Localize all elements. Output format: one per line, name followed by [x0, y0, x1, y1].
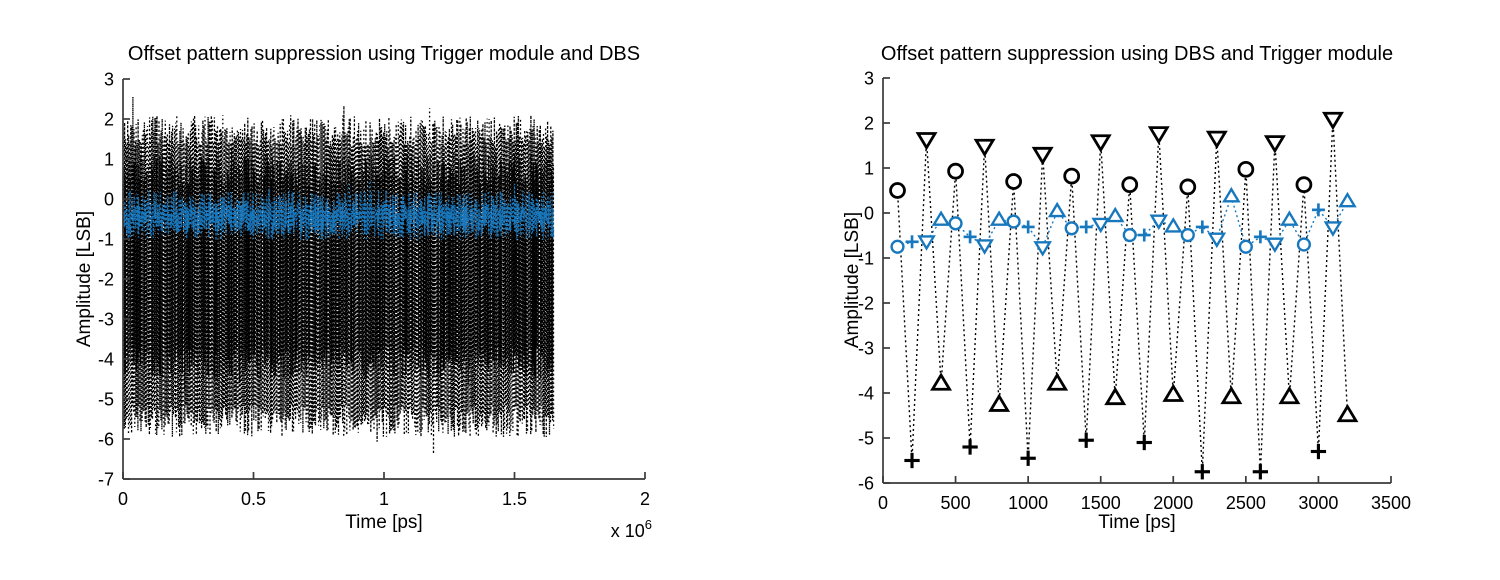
- marker-triangle-up: [1338, 191, 1357, 208]
- marker-circle: [1006, 214, 1021, 229]
- marker-triangle-up: [1046, 372, 1069, 391]
- y-tick-label: -1: [858, 249, 874, 269]
- marker-circle: [1296, 237, 1312, 252]
- x-tick-label: 1000: [1008, 493, 1048, 513]
- x-tick-label: 0: [118, 489, 128, 509]
- x-tick-label: 1500: [1081, 493, 1121, 513]
- marker-circle: [1063, 167, 1081, 185]
- marker-triangle-up: [988, 393, 1011, 412]
- marker-circle: [1180, 227, 1195, 243]
- x-tick-label: 2000: [1153, 493, 1193, 513]
- marker-triangle-up: [1047, 201, 1067, 218]
- y-tick-label: 1: [104, 150, 114, 170]
- x-tick-label: 2500: [1226, 493, 1266, 513]
- marker-triangle-up: [1162, 383, 1185, 402]
- y-tick-label: 3: [864, 69, 874, 89]
- y-tick-label: -3: [98, 310, 114, 330]
- marker-triangle-up: [931, 210, 951, 226]
- left-chart-title: Offset pattern suppression using Trigger…: [128, 43, 640, 65]
- y-tick-label: -1: [98, 230, 114, 250]
- marker-circle: [1122, 227, 1137, 243]
- marker-circle: [1179, 178, 1197, 196]
- x-tick-label: 1: [379, 489, 389, 509]
- marker-triangle-up: [1222, 186, 1241, 203]
- marker-triangle-up: [1163, 217, 1183, 233]
- marker-triangle-up: [989, 210, 1009, 226]
- marker-circle: [1064, 221, 1079, 236]
- y-tick-label: -5: [858, 429, 874, 449]
- marker-triangle-down: [1263, 135, 1286, 154]
- marker-circle: [947, 162, 964, 180]
- x-tick-label: 0.5: [241, 489, 266, 509]
- y-tick-label: 1: [864, 159, 874, 179]
- left-y-axis-label: Amplitude [LSB]: [74, 211, 95, 347]
- y-tick-label: -6: [98, 430, 114, 450]
- y-tick-label: -5: [98, 390, 114, 410]
- marker-triangle-up: [1105, 206, 1125, 223]
- y-tick-label: -4: [98, 350, 114, 370]
- marker-triangle-down: [915, 132, 938, 151]
- marker-triangle-down: [917, 235, 936, 251]
- y-tick-label: 3: [104, 70, 114, 90]
- x-tick-label: 3000: [1298, 493, 1338, 513]
- marker-triangle-down: [1323, 221, 1343, 237]
- y-tick-label: 0: [104, 190, 114, 210]
- marker-triangle-up: [930, 372, 953, 391]
- y-tick-label: -6: [858, 474, 874, 494]
- series-line: [122, 180, 555, 241]
- marker-triangle-down: [1031, 146, 1054, 166]
- left-chart: 0 0.5 1 1.5 2 3 2 1 0 -1 -2 -3 -4 -5 -6 -7: [98, 70, 650, 510]
- y-tick-label: -4: [858, 384, 874, 404]
- y-tick-label: 0: [864, 204, 874, 224]
- marker-circle: [1005, 173, 1023, 190]
- left-x-axis-label: Time [ps]: [345, 512, 422, 533]
- marker-triangle-down: [1089, 134, 1112, 153]
- right-chart-title: Offset pattern suppression using DBS and…: [881, 43, 1393, 65]
- marker-triangle-down: [1265, 237, 1285, 254]
- marker-circle: [890, 239, 905, 254]
- marker-circle: [1295, 176, 1313, 194]
- y-tick-label: -2: [858, 294, 874, 314]
- marker-circle: [1238, 239, 1253, 254]
- marker-triangle-up: [1220, 385, 1243, 405]
- marker-triangle-down: [1149, 214, 1169, 231]
- marker-triangle-down: [975, 239, 994, 255]
- marker-circle: [1121, 176, 1139, 194]
- series-line: [122, 96, 555, 455]
- x-tick-label: 2: [640, 489, 650, 509]
- y-tick-label: -7: [98, 470, 114, 490]
- right-y-axis-label: Amplitude [LSB]: [842, 212, 863, 348]
- y-tick-label: 2: [864, 114, 874, 134]
- marker-triangle-down: [1091, 217, 1111, 234]
- marker-triangle-up: [1336, 403, 1359, 423]
- marker-triangle-down: [973, 138, 996, 158]
- marker-triangle-down: [1205, 130, 1228, 150]
- x-tick-label: 1.5: [502, 489, 527, 509]
- marker-triangle-up: [1278, 385, 1301, 405]
- marker-triangle-up: [1104, 386, 1127, 406]
- y-tick-label: -3: [858, 339, 874, 359]
- x-axis-exponent-label: x 106: [611, 517, 652, 541]
- y-tick-label: 2: [104, 110, 114, 130]
- x-tick-label: 0: [878, 493, 888, 513]
- right-chart: 0 500 1000 1500 2000 2500 3000 3500 3 2 1 0 -1 -2 -3 -4…: [858, 69, 1411, 514]
- marker-triangle-up: [1280, 210, 1299, 226]
- marker-circle: [1237, 160, 1255, 178]
- marker-triangle-down: [1207, 232, 1227, 249]
- x-tick-label: 3500: [1371, 493, 1411, 513]
- marker-triangle-down: [1147, 126, 1170, 145]
- marker-circle: [948, 216, 963, 231]
- marker-triangle-down: [1321, 111, 1344, 131]
- y-tick-label: -2: [98, 270, 114, 290]
- marker-triangle-down: [1033, 241, 1052, 257]
- right-x-axis-label: Time [ps]: [1098, 512, 1175, 533]
- series-line: [896, 118, 1349, 472]
- marker-circle: [889, 182, 906, 199]
- x-tick-label: 500: [941, 493, 971, 513]
